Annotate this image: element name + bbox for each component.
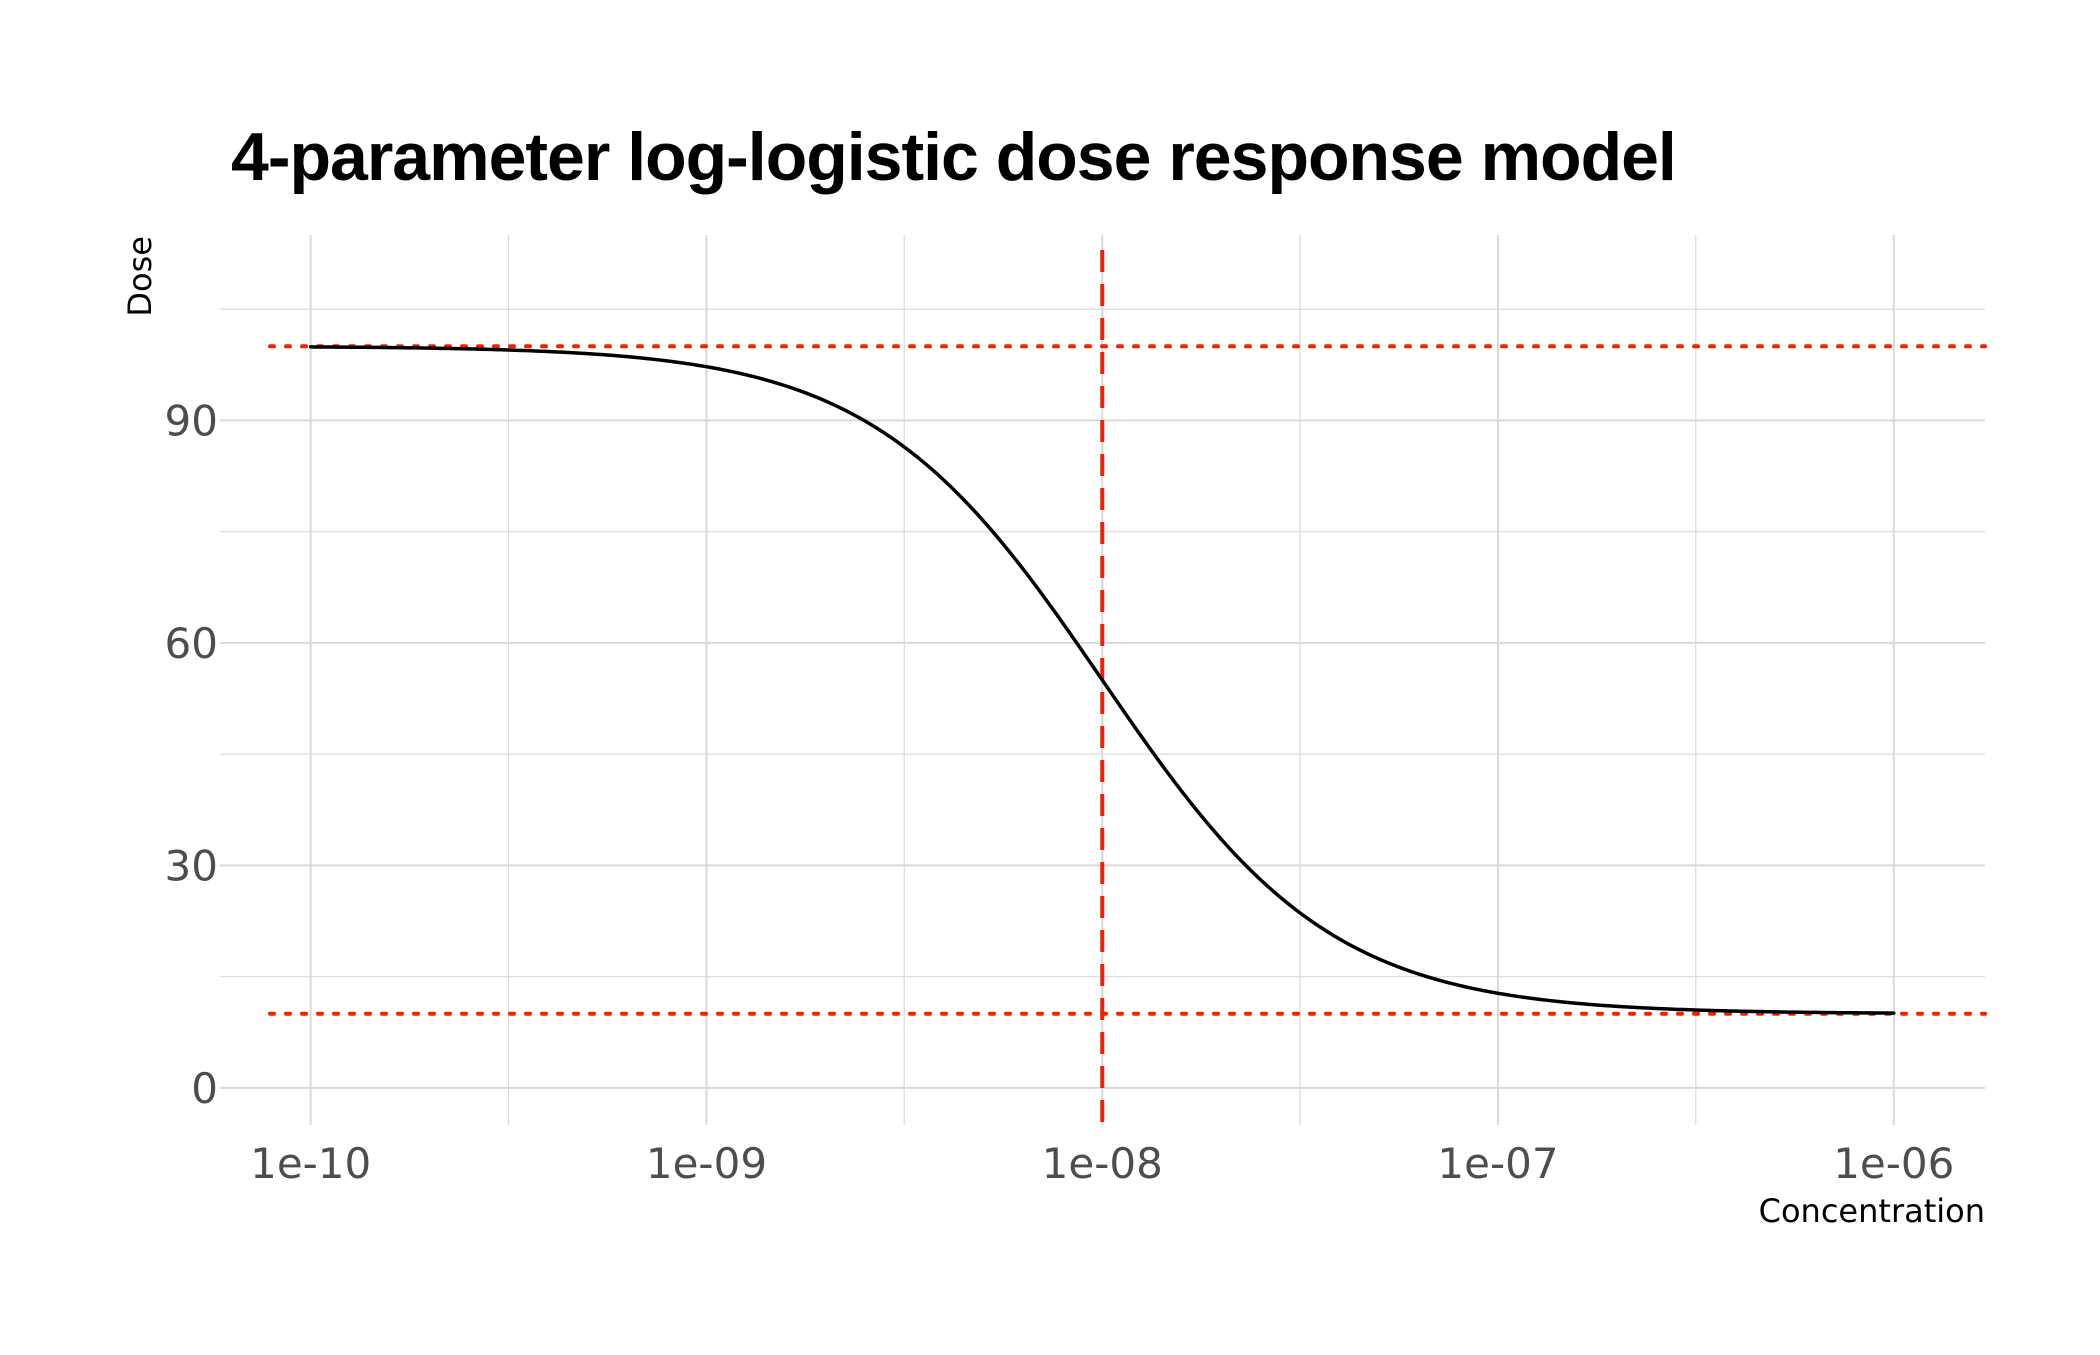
reference-lines <box>268 250 1987 1125</box>
x-axis-ticks: 1e-10 1e-09 1e-08 1e-07 1e-06 <box>250 1139 1954 1188</box>
dose-response-curve <box>308 345 1896 1015</box>
x-tick-label: 1e-09 <box>646 1139 767 1188</box>
x-tick-label: 1e-08 <box>1042 1139 1163 1188</box>
grid-lines <box>220 235 1985 1125</box>
y-axis-ticks: 0 30 60 90 <box>165 396 218 1113</box>
curve-layer <box>308 345 1896 1015</box>
y-tick-label: 90 <box>165 396 218 445</box>
y-tick-label: 30 <box>165 841 218 890</box>
x-axis-label: Concentration <box>1759 1192 1985 1230</box>
y-tick-label: 0 <box>191 1064 218 1113</box>
x-tick-label: 1e-07 <box>1437 1139 1558 1188</box>
x-tick-label: 1e-10 <box>250 1139 371 1188</box>
chart-title: 4-parameter log-logistic dose response m… <box>231 119 1676 195</box>
x-tick-label: 1e-06 <box>1833 1139 1954 1188</box>
y-tick-label: 60 <box>165 619 218 668</box>
y-axis-label: Dose <box>121 236 159 317</box>
